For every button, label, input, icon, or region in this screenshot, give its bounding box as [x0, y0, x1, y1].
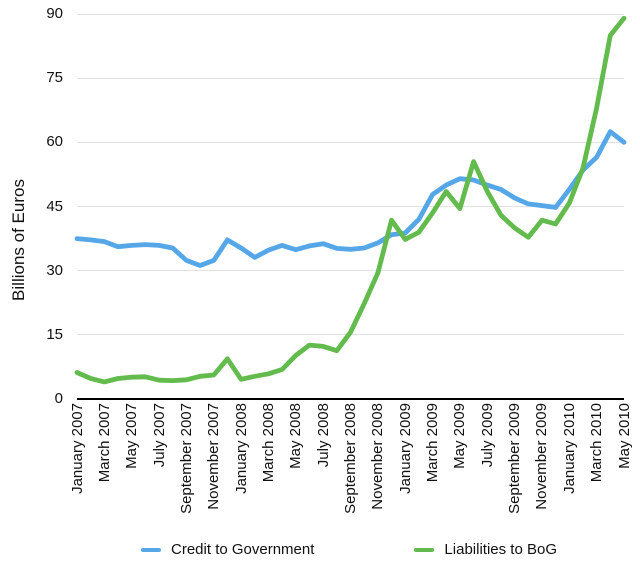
legend: Credit to Government Liabilities to BoG	[0, 541, 640, 558]
x-tick-label: May 2008	[287, 403, 305, 469]
y-tick-label-15: 15	[46, 325, 63, 343]
x-tick-label: November 2008	[369, 403, 387, 510]
y-tick-label-45: 45	[46, 197, 63, 215]
legend-item-liabilities-to-bog: Liabilities to BoG	[414, 541, 557, 558]
liabilities-to-bog-dash-icon	[414, 547, 435, 552]
x-tick-label: July 2008	[314, 403, 332, 468]
x-tick-label: May 2009	[451, 403, 469, 469]
x-tick-label: September 2007	[177, 403, 195, 514]
x-tick-label: May 2007	[123, 403, 141, 469]
x-tick-label: May 2010	[615, 403, 633, 469]
x-tick-label: March 2010	[588, 403, 606, 483]
series-plot-svg	[74, 15, 627, 385]
x-tick-label: July 2009	[478, 403, 496, 468]
credit-to-government-line	[74, 129, 627, 268]
x-tick-label: March 2007	[95, 403, 113, 483]
x-tick-label: September 2008	[342, 403, 359, 514]
x-tick-label: January 2010	[560, 403, 578, 494]
x-tick-label: March 2009	[424, 403, 442, 483]
gridline-75	[77, 77, 624, 79]
gridline-45	[77, 206, 624, 207]
x-axis-line	[77, 398, 624, 400]
credit-to-government-label: Credit to Government	[171, 541, 315, 558]
plot-area	[74, 13, 627, 400]
x-tick-label: July 2007	[150, 403, 168, 468]
x-tick-label: September 2009	[506, 403, 524, 514]
gridline-30	[77, 270, 624, 272]
x-tick-label: November 2009	[533, 403, 551, 510]
y-tick-label-30: 30	[46, 261, 63, 279]
y-tick-label-0: 0	[54, 390, 63, 407]
legend-item-credit-to-government: Credit to Government	[141, 541, 314, 558]
y-tick-label-90: 90	[46, 5, 63, 22]
gridline-60	[77, 141, 624, 143]
x-tick-label: January 2008	[232, 403, 250, 494]
liabilities-to-bog-label: Liabilities to BoG	[444, 541, 557, 558]
liabilities-to-bog-line	[74, 15, 627, 385]
x-tick-label: November 2007	[205, 403, 223, 510]
x-tick-label: January 2009	[396, 403, 414, 494]
gridline-90	[77, 13, 624, 15]
y-tick-label-60: 60	[46, 133, 63, 151]
x-tick-label: January 2007	[68, 403, 86, 494]
y-tick-label-75: 75	[46, 69, 63, 87]
credit-to-government-dash-icon	[141, 547, 162, 552]
x-tick-label: March 2008	[259, 403, 277, 483]
